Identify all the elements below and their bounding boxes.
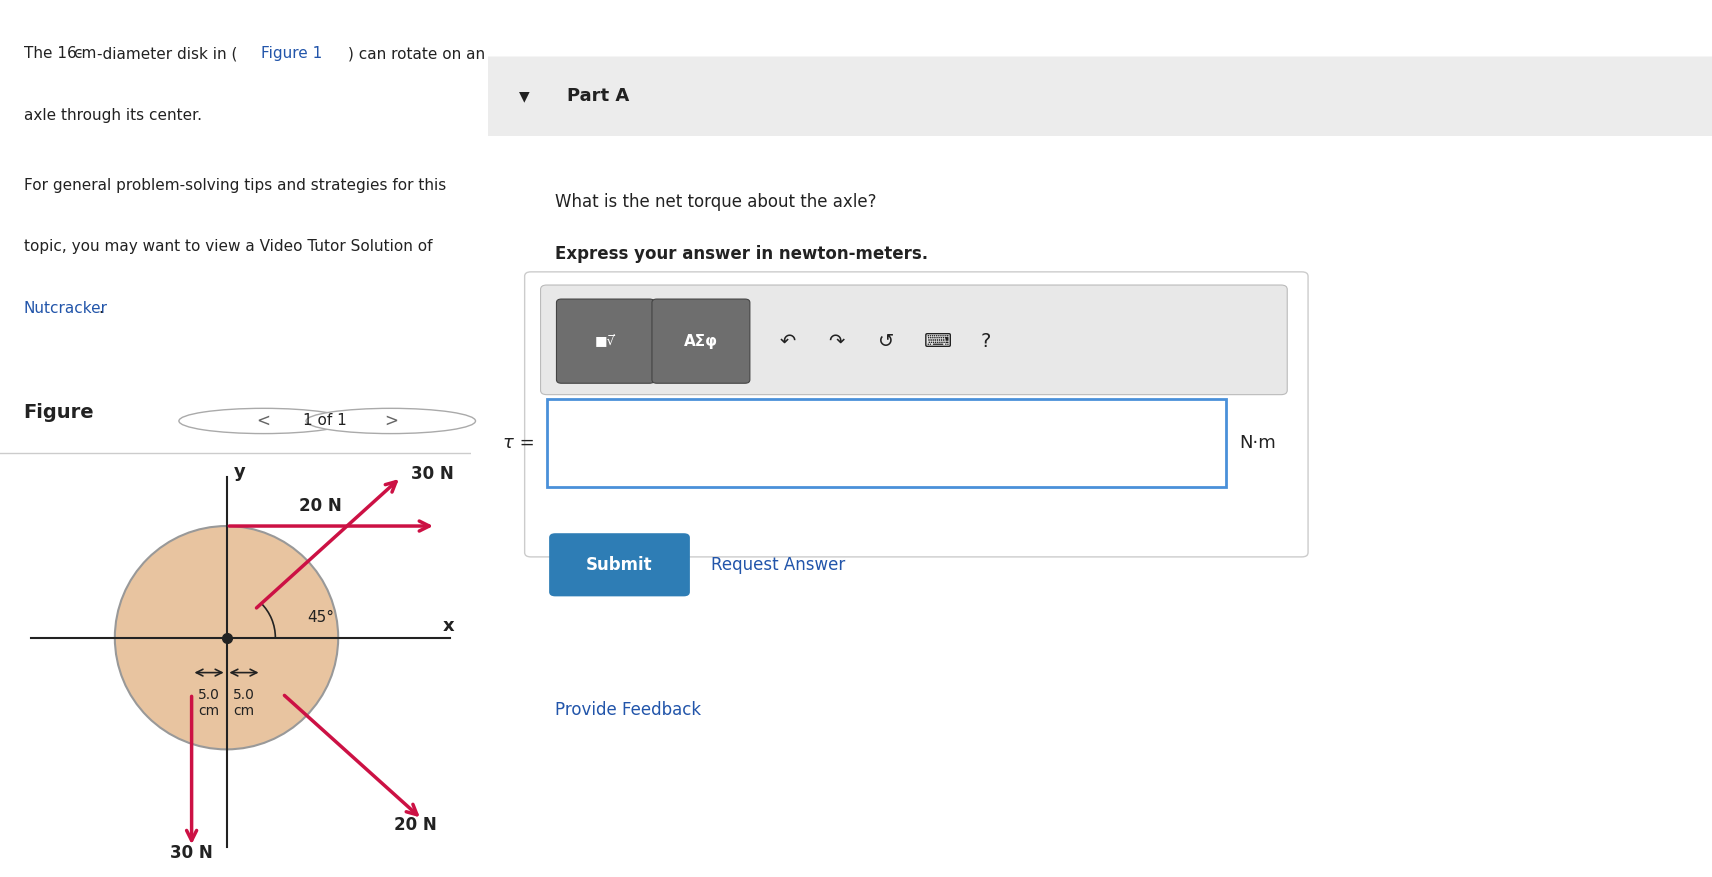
Text: 5.0
cm: 5.0 cm <box>233 688 255 718</box>
Text: τ =: τ = <box>503 434 534 452</box>
Text: Provide Feedback: Provide Feedback <box>555 702 702 719</box>
FancyBboxPatch shape <box>556 299 654 383</box>
Text: 45°: 45° <box>306 610 334 625</box>
FancyBboxPatch shape <box>546 399 1226 487</box>
Text: 20 N: 20 N <box>300 496 342 515</box>
Text: ▼: ▼ <box>519 89 529 103</box>
Text: y: y <box>233 463 245 481</box>
Text: Nutcracker: Nutcracker <box>24 301 108 316</box>
Text: N·m: N·m <box>1239 434 1275 452</box>
Text: Part A: Part A <box>567 88 630 105</box>
Text: axle through its center.: axle through its center. <box>24 108 202 123</box>
Text: 30 N: 30 N <box>169 844 212 861</box>
FancyBboxPatch shape <box>541 285 1287 395</box>
Text: ↶: ↶ <box>779 332 796 351</box>
Text: ?: ? <box>981 332 991 351</box>
Circle shape <box>180 409 349 433</box>
Text: 20 N: 20 N <box>394 816 437 834</box>
Text: ) can rotate on an: ) can rotate on an <box>349 46 486 61</box>
Text: The 16-: The 16- <box>24 46 82 61</box>
Text: x: x <box>443 617 454 635</box>
Text: topic, you may want to view a Video Tutor Solution of: topic, you may want to view a Video Tuto… <box>24 239 431 254</box>
FancyBboxPatch shape <box>550 533 690 596</box>
Circle shape <box>115 526 339 749</box>
Circle shape <box>306 409 476 433</box>
Text: 5.0
cm: 5.0 cm <box>199 688 221 718</box>
Text: What is the net torque about the axle?: What is the net torque about the axle? <box>555 193 877 210</box>
Text: Express your answer in newton-meters.: Express your answer in newton-meters. <box>555 246 928 263</box>
Text: ■√̅: ■√̅ <box>596 335 616 347</box>
Text: 1 of 1: 1 of 1 <box>303 413 348 429</box>
Text: For general problem-solving tips and strategies for this: For general problem-solving tips and str… <box>24 177 445 193</box>
Text: ⌨: ⌨ <box>924 332 952 351</box>
Text: ↷: ↷ <box>829 332 846 351</box>
Text: AΣφ: AΣφ <box>683 333 717 349</box>
Text: Figure 1: Figure 1 <box>262 46 322 61</box>
Text: 30 N: 30 N <box>411 465 454 482</box>
FancyBboxPatch shape <box>488 57 1712 136</box>
Text: >: > <box>383 412 397 430</box>
FancyBboxPatch shape <box>524 272 1308 557</box>
Text: ↺: ↺ <box>878 332 894 351</box>
Text: <: < <box>257 412 270 430</box>
Text: Request Answer: Request Answer <box>710 556 846 574</box>
Text: -diameter disk in (: -diameter disk in ( <box>96 46 236 61</box>
Text: cm: cm <box>74 46 96 61</box>
Text: .: . <box>99 301 104 316</box>
FancyBboxPatch shape <box>652 299 750 383</box>
Text: Figure: Figure <box>24 403 94 422</box>
Text: Submit: Submit <box>586 556 652 574</box>
